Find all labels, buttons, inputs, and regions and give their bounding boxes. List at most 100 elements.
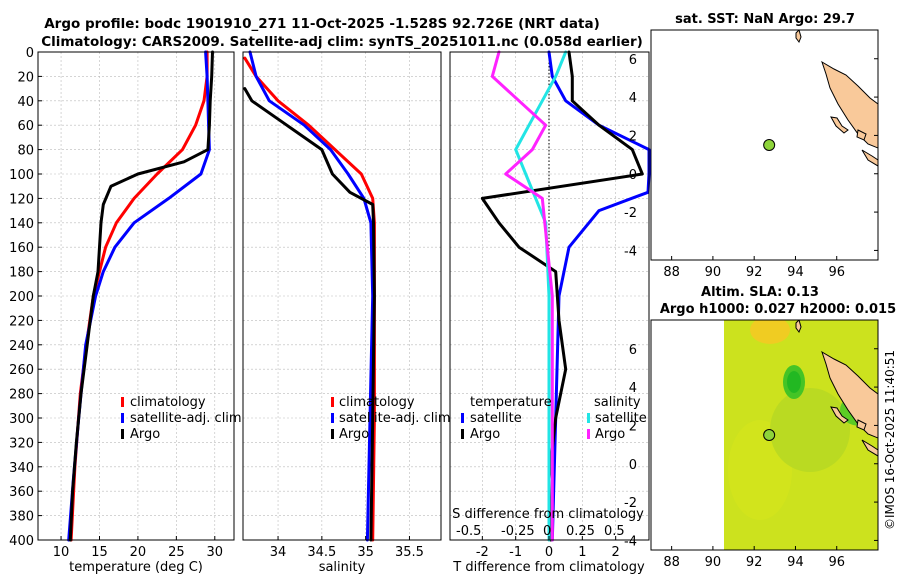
longitude-tick-label: 88 [663,555,680,570]
latitude-tick-label: 6 [629,53,637,68]
legend-label-argo: Argo [339,427,369,442]
s-tick-label: -0.5 [456,524,481,539]
longitude-tick-label: 94 [787,555,804,570]
legend-label-argo: Argo [130,427,160,442]
sst-map-title: sat. SST: NaN Argo: 29.7 [675,12,855,27]
latitude-tick-label: 6 [629,343,637,358]
latitude-tick-label: -2 [624,206,637,221]
latitude-tick-label: 0 [629,458,637,473]
depth-tick-label: 120 [9,192,34,207]
x-tick-label: 2 [612,545,620,560]
depth-tick-label: 380 [9,510,34,525]
depth-tick-label: 240 [9,339,34,354]
sumatra-coast [821,60,878,149]
argo-position-marker [763,139,776,151]
x-tick-label: 34.5 [307,545,336,560]
latitude-tick-label: 2 [629,129,637,144]
depth-tick-label: 20 [17,70,34,85]
x-tick-label: 35 [357,545,374,560]
sla-map: Altim. SLA: 0.13 Argo h1000: 0.027 h2000… [624,285,896,570]
s-tick-label: 0.25 [566,524,595,539]
depth-tick-label: 280 [9,388,34,403]
legend-label-satellite: satellite-adj. clim [339,411,451,426]
sst-map: sat. SST: NaN Argo: 29.7 88 90 92 94 96 -4 -2 0… [624,12,879,280]
series-line-argo [68,50,214,542]
legend-swatch-satellite [331,413,334,423]
depth-tick-label: 140 [9,217,34,232]
depth-tick-label: 160 [9,241,34,256]
island [861,149,878,167]
legend-swatch-climatology [331,397,334,407]
latitude-tick-label: 2 [629,419,637,434]
island [861,439,878,457]
depth-tick-label: 100 [9,168,34,183]
s-difference-xlabel: S difference from climatology [452,507,644,522]
depth-tick-label: 340 [9,461,34,476]
depth-tick-label: 260 [9,363,34,378]
legend-label-climatology: climatology [339,395,415,410]
island [830,406,849,424]
legend-swatch-argo [121,429,124,439]
depth-tick-label: 360 [9,485,34,500]
x-tick-label: 10 [53,545,70,560]
series-line-salinity-argo [490,50,554,542]
temperature-tick-labels: 10 15 20 25 30 [53,536,223,560]
x-tick-label: -1 [509,545,522,560]
longitude-tick-label: 96 [828,555,845,570]
legend-swatch-t-satellite [461,413,464,423]
depth-tick-label: 180 [9,266,34,281]
depth-tick-label: 0 [26,46,34,61]
t-difference-tick-labels: -2 -1 0 1 2 [476,536,620,560]
depth-tick-label: 300 [9,412,34,427]
x-tick-label: 20 [130,545,147,560]
depth-tick-label: 220 [9,314,34,329]
salinity-grid [243,51,441,541]
x-tick-label: 35.5 [395,545,424,560]
legend-swatch-argo [331,429,334,439]
series-line-argo [243,87,376,542]
longitude-tick-label: 94 [787,265,804,280]
salinity-tick-labels: 34 34.5 35 35.5 [270,536,424,560]
sla-high-patch [750,320,790,344]
series-line-satellite-adj-clim [248,50,375,542]
argo-position-marker [763,429,776,441]
legend-swatch-satellite [121,413,124,423]
depth-tick-label: 320 [9,436,34,451]
climatology-title: Climatology: CARS2009. Satellite-adj cli… [41,34,643,50]
sla-field [724,320,878,550]
latitude-tick-label: -4 [624,244,637,259]
x-tick-label: 25 [168,545,185,560]
temperature-grid [38,51,234,541]
legend-label-s-argo: Argo [595,427,625,442]
longitude-tick-label: 92 [746,555,763,570]
depth-tick-label: 40 [17,95,34,110]
island [856,129,867,141]
depth-tick-label: 200 [9,290,34,305]
salinity-legend: climatology satellite-adj. clim Argo [331,395,451,442]
temperature-xlabel: temperature (deg C) [69,560,203,575]
x-tick-label: 1 [578,545,586,560]
legend-title-salinity: salinity [594,395,641,410]
latitude-tick-label: -4 [624,534,637,549]
depth-tick-label: 400 [9,534,34,549]
sla-map-subtitle: Argo h1000: 0.027 h2000: 0.015 [660,302,896,317]
x-tick-label: -2 [476,545,489,560]
salinity-frame [242,51,442,541]
x-tick-label: 34 [270,545,287,560]
legend-label-t-argo: Argo [470,427,500,442]
longitude-tick-label: 90 [705,265,722,280]
latitude-tick-label: -2 [624,496,637,511]
sumatra-coast [821,350,878,439]
sla-map-frame [650,319,879,551]
legend-label-s-satellite: satellite [595,411,647,426]
legend-swatch-climatology [121,397,124,407]
profile-title: Argo profile: bodc 1901910_271 11-Oct-20… [44,16,600,32]
footer-timestamp: ©IMOS 16-Oct-2025 11:40:51 [883,350,897,530]
series-line-temperature-argo [480,50,644,542]
sla-patch [770,388,850,472]
legend-swatch-s-argo [587,429,590,439]
series-line-salinity-satellite [514,50,568,542]
longitude-tick-label: 90 [705,555,722,570]
sla-map-title: Altim. SLA: 0.13 [701,285,819,300]
